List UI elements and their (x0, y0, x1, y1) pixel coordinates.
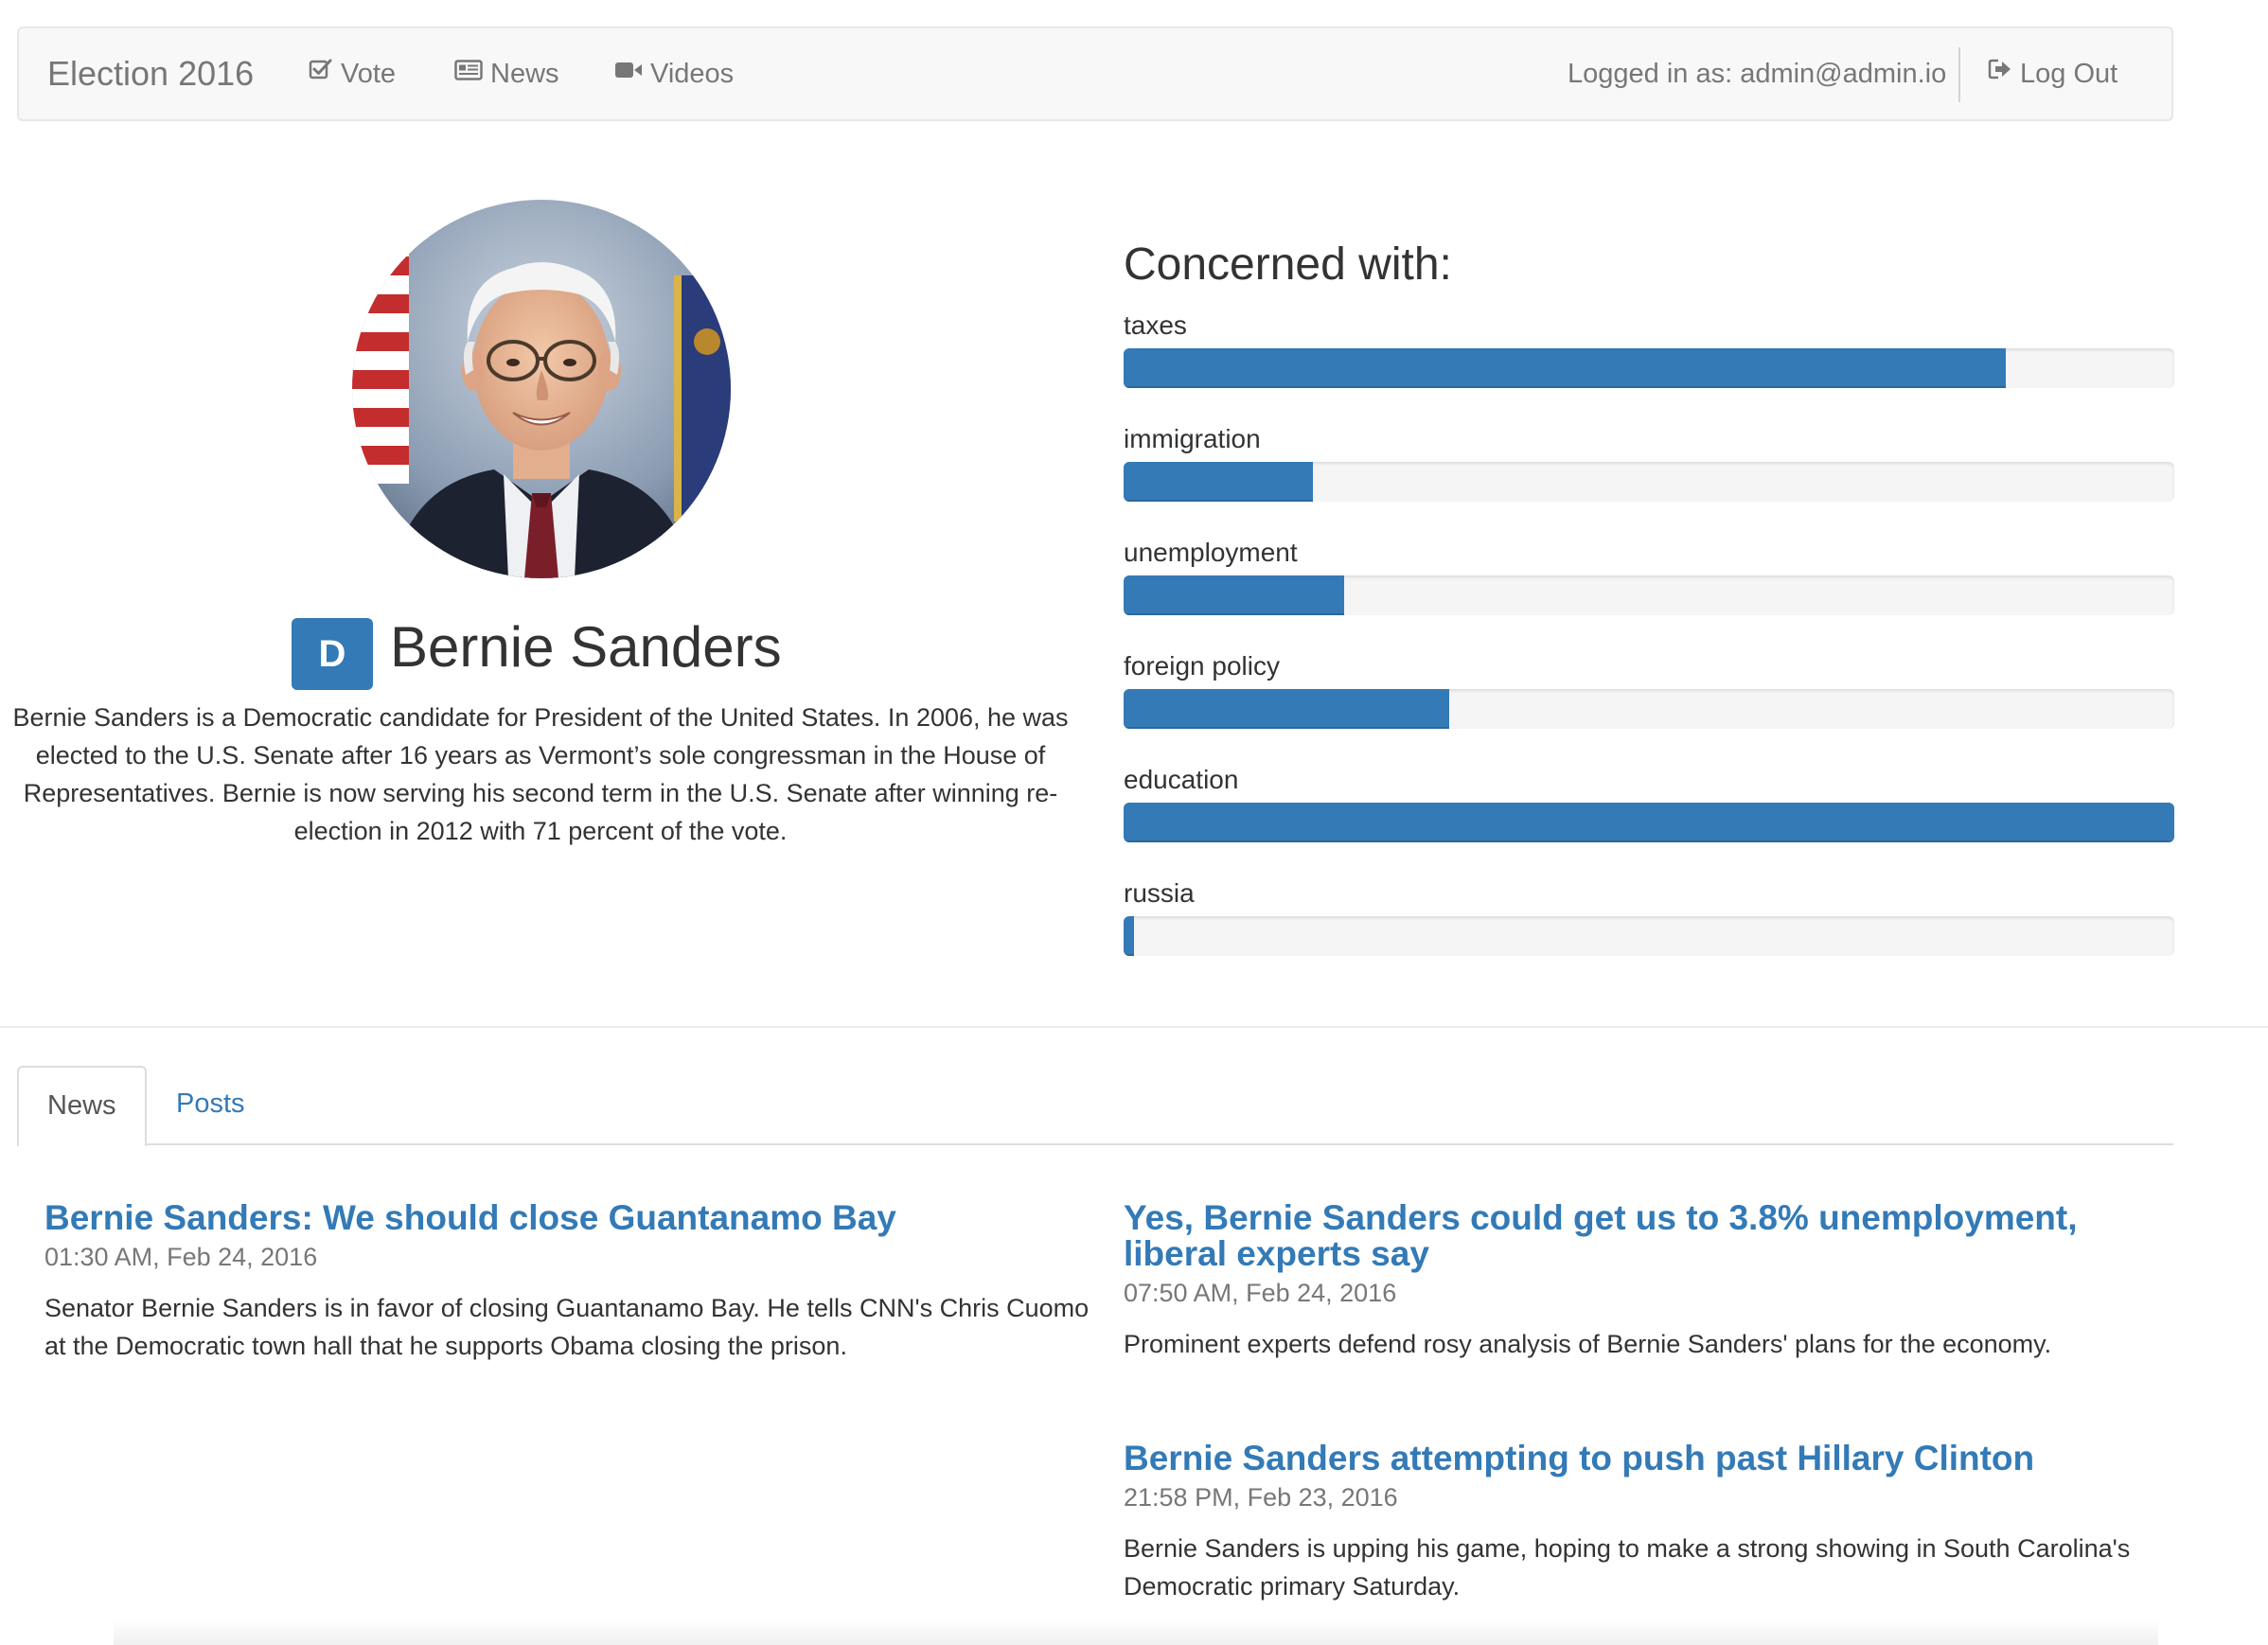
tab-news[interactable]: News (17, 1066, 147, 1147)
news-article-summary: Senator Bernie Sanders is in favor of cl… (44, 1294, 1090, 1360)
party-badge: D (292, 618, 373, 690)
content-tabs: News Posts (17, 1066, 2173, 1147)
concern-progress-bar (1124, 575, 1345, 615)
concern-progress-track (1124, 575, 2174, 615)
news-article-title[interactable]: Bernie Sanders attempting to push past H… (1124, 1439, 2035, 1477)
news-article: Yes, Bernie Sanders could get us to 3.8%… (1124, 1200, 2174, 1363)
logout-label: Log Out (2020, 59, 2118, 89)
nav-videos-link[interactable]: Videos (614, 28, 734, 120)
concern-label: foreign policy (1124, 651, 1280, 681)
bottom-fade (114, 1620, 2158, 1645)
candidate-bio: Bernie Sanders is a Democratic candidate… (12, 703, 1069, 845)
news-article-title[interactable]: Yes, Bernie Sanders could get us to 3.8%… (1124, 1198, 2078, 1273)
nav-news-link[interactable]: News (454, 28, 559, 120)
concern-item: unemployment (1124, 530, 2174, 644)
news-article-timestamp: 07:50 AM, Feb 24, 2016 (1124, 1279, 1397, 1307)
concern-item: education (1124, 757, 2174, 871)
newspaper-icon (454, 27, 483, 117)
concern-progress-bar (1124, 348, 2007, 388)
concern-progress-track (1124, 803, 2174, 842)
video-camera-icon (614, 27, 643, 117)
checkbox-icon (309, 27, 333, 117)
sign-out-icon (1988, 27, 2012, 117)
news-article-timestamp: 01:30 AM, Feb 24, 2016 (44, 1243, 318, 1271)
concern-progress-track (1124, 348, 2174, 388)
concern-item: taxes (1124, 303, 2174, 416)
candidate-photo (352, 200, 731, 578)
nav-vote-link[interactable]: Vote (309, 28, 396, 120)
news-article: Bernie Sanders attempting to push past H… (1124, 1441, 2174, 1605)
nav-news-label: News (490, 59, 559, 89)
candidate-name: Bernie Sanders (390, 615, 782, 679)
news-article: Bernie Sanders: We should close Guantana… (44, 1200, 1095, 1365)
news-article-summary: Prominent experts defend rosy analysis o… (1124, 1330, 2052, 1358)
tab-posts[interactable]: Posts (176, 1088, 245, 1119)
concern-progress-bar (1124, 689, 1450, 729)
section-divider (0, 1026, 2268, 1028)
concern-progress-bar (1124, 916, 1135, 956)
concern-item: russia (1124, 871, 2174, 984)
nav-videos-label: Videos (650, 59, 735, 89)
concerns-heading: Concerned with: (1124, 239, 1452, 290)
brand-link[interactable]: Election 2016 (47, 54, 255, 93)
concerns-list: taxes immigration unemployment foreign p… (1124, 303, 2174, 984)
navbar-divider (1958, 47, 1960, 102)
concern-item: foreign policy (1124, 644, 2174, 757)
concern-progress-track (1124, 916, 2174, 956)
news-article-summary: Bernie Sanders is upping his game, hopin… (1124, 1534, 2131, 1601)
nav-vote-label: Vote (341, 59, 397, 89)
concern-progress-bar (1124, 803, 2174, 842)
concern-label: education (1124, 765, 1239, 794)
concern-label: taxes (1124, 310, 1187, 340)
logged-in-user-text: Logged in as: admin@admin.io (1568, 59, 1947, 89)
concern-progress-bar (1124, 462, 1313, 502)
top-navbar: Election 2016 Vote News Videos (17, 27, 2173, 121)
news-article-timestamp: 21:58 PM, Feb 23, 2016 (1124, 1483, 1398, 1512)
news-article-title[interactable]: Bernie Sanders: We should close Guantana… (44, 1198, 896, 1237)
concern-progress-track (1124, 462, 2174, 502)
concern-label: russia (1124, 878, 1195, 908)
logout-button[interactable]: Log Out (1988, 28, 2117, 120)
concern-label: immigration (1124, 424, 1261, 453)
concern-item: immigration (1124, 416, 2174, 530)
concern-progress-track (1124, 689, 2174, 729)
concern-label: unemployment (1124, 538, 1298, 567)
